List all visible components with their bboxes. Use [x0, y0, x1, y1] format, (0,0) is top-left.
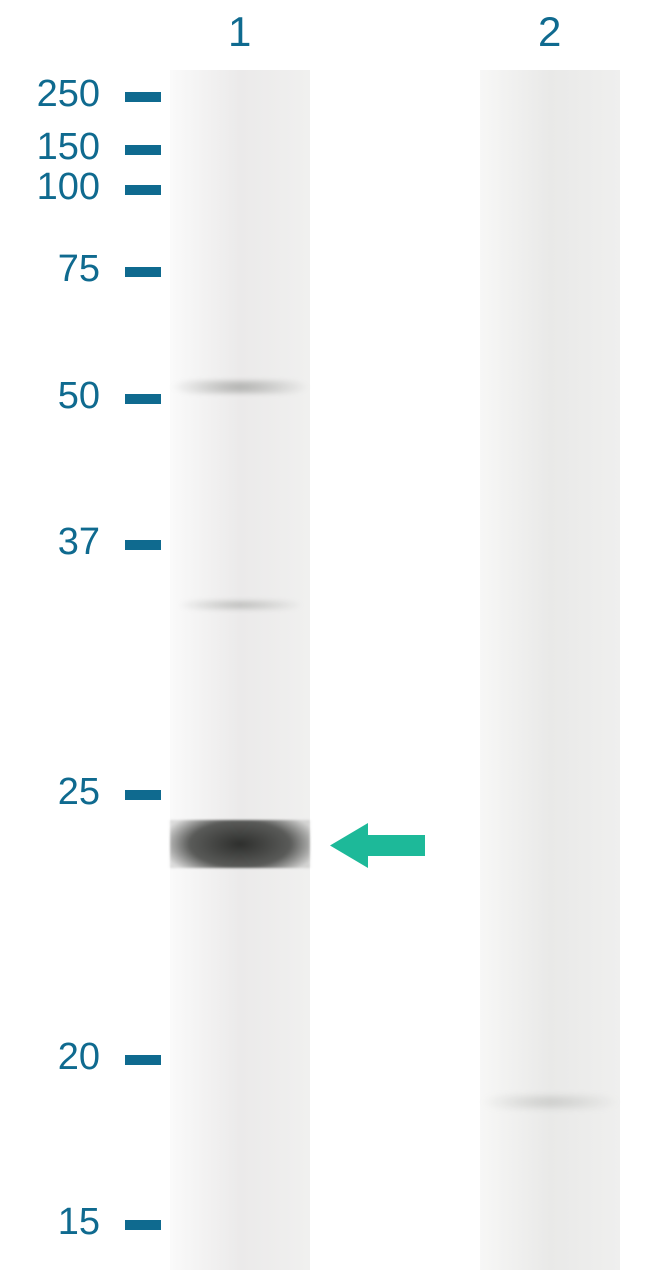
band-indicator-arrow — [330, 818, 425, 873]
marker-100-tick — [125, 185, 161, 195]
marker-25-tick — [125, 790, 161, 800]
marker-150-label: 150 — [10, 126, 100, 169]
marker-150-tick — [125, 145, 161, 155]
marker-20-label: 20 — [10, 1036, 100, 1079]
marker-37-label: 37 — [10, 521, 100, 564]
marker-20-tick — [125, 1055, 161, 1065]
lane-2 — [480, 70, 620, 1270]
marker-15-tick — [125, 1220, 161, 1230]
marker-75-tick — [125, 267, 161, 277]
marker-50-tick — [125, 394, 161, 404]
marker-250-label: 250 — [10, 73, 100, 116]
marker-15-label: 15 — [10, 1201, 100, 1244]
marker-37-tick — [125, 540, 161, 550]
lane-1-label: 1 — [228, 8, 251, 56]
lane-1-band-main — [170, 820, 310, 868]
lane-2-label: 2 — [538, 8, 561, 56]
arrow-left-icon — [330, 818, 425, 873]
lane-1 — [170, 70, 310, 1270]
marker-25-label: 25 — [10, 771, 100, 814]
lane-1-band-35kda — [170, 600, 310, 610]
lane-1-band-50kda — [170, 380, 310, 394]
marker-50-label: 50 — [10, 375, 100, 418]
marker-100-label: 100 — [10, 166, 100, 209]
lane-2-band-faint — [480, 1095, 620, 1109]
western-blot-container: 1 2 250 150 100 75 50 37 25 20 15 — [0, 0, 650, 1270]
marker-75-label: 75 — [10, 248, 100, 291]
marker-250-tick — [125, 92, 161, 102]
